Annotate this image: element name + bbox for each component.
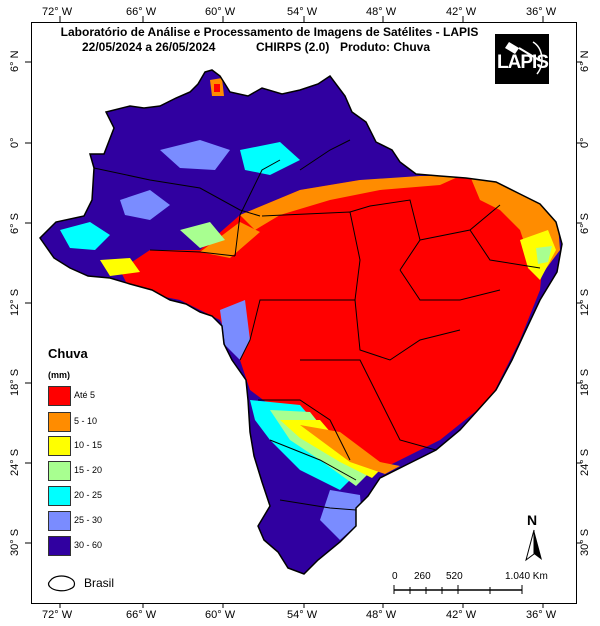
lon-label: 54° W xyxy=(287,609,318,621)
legend-title: Chuva xyxy=(48,346,88,361)
scale-label: 0 xyxy=(392,571,398,582)
north-arrow-icon xyxy=(525,529,542,562)
lat-label: 6° S xyxy=(579,213,591,234)
legend-label: 5 - 10 xyxy=(74,416,98,426)
lon-label: 66° W xyxy=(126,6,157,18)
lat-label: 0° xyxy=(579,137,591,148)
lon-label: 54° W xyxy=(287,6,318,18)
lat-label: 6° N xyxy=(579,50,591,72)
legend-swatch xyxy=(48,412,71,432)
lon-label: 72° W xyxy=(42,6,73,18)
lat-label: 30° S xyxy=(9,529,21,556)
satellite-icon xyxy=(505,41,543,75)
legend-label: 20 - 25 xyxy=(74,490,103,500)
legend-label: 10 - 15 xyxy=(74,440,103,450)
scale-label: 1.040 Km xyxy=(505,571,548,582)
brasil-outline-icon xyxy=(47,575,76,592)
legend-label: 30 - 60 xyxy=(74,540,103,550)
lat-label: 18° S xyxy=(9,369,21,396)
lon-label: 36° W xyxy=(526,6,557,18)
north-label: N xyxy=(527,512,538,528)
lat-label: 0° xyxy=(9,137,21,148)
lat-label: 18° S xyxy=(579,369,591,396)
map-title: Laboratório de Análise e Processamento d… xyxy=(60,25,479,39)
legend-swatch xyxy=(48,511,71,531)
lat-label: 6° S xyxy=(9,213,21,234)
lat-label: 6° N xyxy=(9,50,21,72)
brasil-label: Brasil xyxy=(84,576,115,590)
lat-label: 30° S xyxy=(579,529,591,556)
legend-swatch xyxy=(48,486,71,506)
logo-text: LAPIS xyxy=(497,52,549,73)
lat-label: 12° S xyxy=(9,289,21,316)
lon-label: 60° W xyxy=(205,609,236,621)
lon-label: 72° W xyxy=(42,609,73,621)
legend-unit: (mm) xyxy=(48,370,70,380)
legend-label: 15 - 20 xyxy=(74,465,103,475)
scale-bar-graphic xyxy=(393,585,523,594)
lon-label: 48° W xyxy=(366,6,397,18)
legend-swatch xyxy=(48,436,71,456)
lat-label: 24° S xyxy=(9,449,21,476)
legend-swatch xyxy=(48,536,71,556)
dataset-name: CHIRPS (2.0) xyxy=(256,40,330,54)
legend-label: 25 - 30 xyxy=(74,515,103,525)
product-name: Produto: Chuva xyxy=(340,40,430,54)
lon-label: 66° W xyxy=(126,609,157,621)
lat-label: 12° S xyxy=(579,289,591,316)
lon-label: 48° W xyxy=(366,609,397,621)
lon-label: 60° W xyxy=(205,6,236,18)
legend-swatch xyxy=(48,461,71,481)
scale-label: 520 xyxy=(446,571,463,582)
lon-label: 42° W xyxy=(446,6,477,18)
lapis-logo: LAPIS xyxy=(495,34,549,84)
date-range: 22/05/2024 a 26/05/2024 xyxy=(82,40,216,54)
lon-label: 36° W xyxy=(526,609,557,621)
lon-label: 42° W xyxy=(446,609,477,621)
legend-label: Até 5 xyxy=(74,390,96,400)
lat-label: 24° S xyxy=(579,449,591,476)
legend-swatch xyxy=(48,386,71,406)
scale-label: 260 xyxy=(414,571,431,582)
